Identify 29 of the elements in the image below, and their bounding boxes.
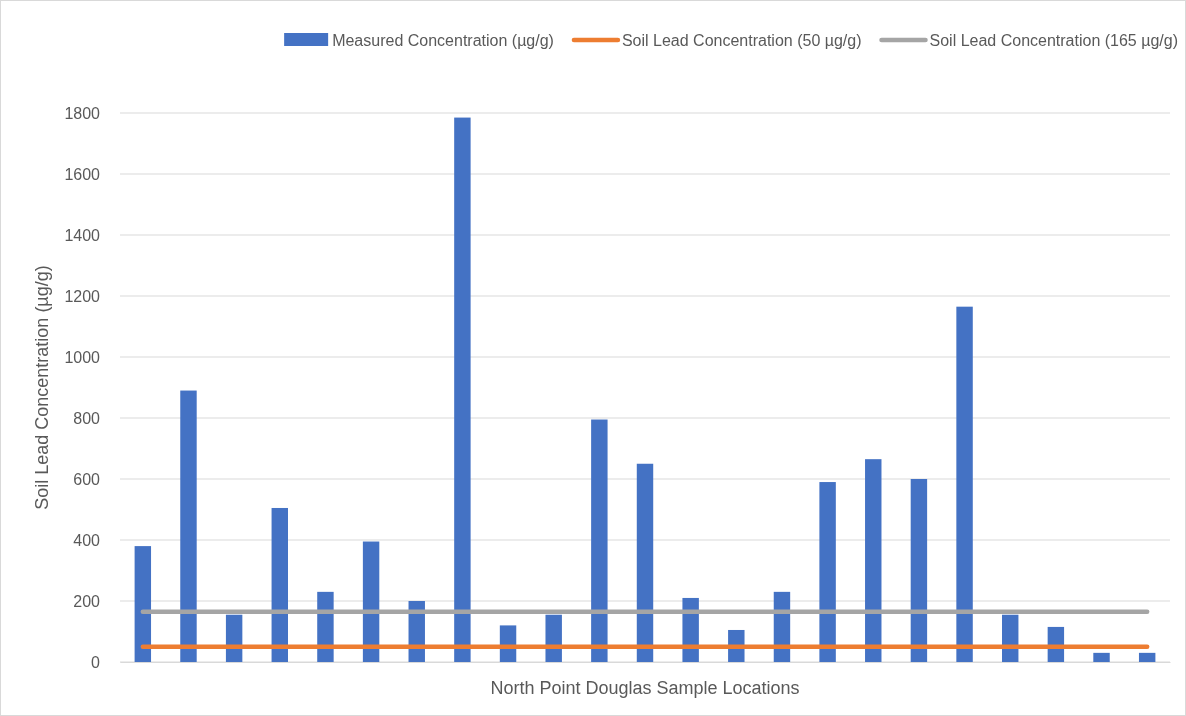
legend-label: Measured Concentration (µg/g) [332, 32, 554, 49]
bar [454, 117, 471, 662]
y-tick-label: 0 [91, 653, 101, 671]
y-tick-label: 1800 [64, 104, 101, 122]
y-tick-label: 600 [73, 470, 101, 488]
y-tick-label: 1000 [64, 348, 101, 366]
legend-label: Soil Lead Concentration (50 µg/g) [621, 32, 862, 49]
y-tick-label: 1600 [64, 165, 101, 183]
bar [180, 390, 197, 662]
y-tick-label: 200 [73, 592, 101, 610]
x-axis-title: North Point Douglas Sample Locations [490, 678, 800, 698]
bar [865, 459, 882, 662]
bar [910, 479, 928, 662]
bar [636, 463, 654, 662]
legend-label: Soil Lead Concentration (165 µg/g) [929, 32, 1178, 49]
y-tick-label: 1200 [64, 287, 101, 305]
y-tick-label: 800 [73, 409, 101, 427]
y-axis-title: Soil Lead Concentration (µg/g) [32, 265, 52, 510]
bar [956, 306, 973, 662]
y-tick-label: 400 [73, 531, 101, 549]
bar [591, 419, 608, 662]
bar [1138, 652, 1156, 662]
bar [545, 614, 562, 662]
bar [362, 541, 380, 662]
bar [819, 482, 836, 662]
y-tick-label: 1400 [64, 226, 101, 244]
bar [1093, 652, 1110, 662]
bar [134, 546, 152, 662]
bar [271, 507, 288, 662]
